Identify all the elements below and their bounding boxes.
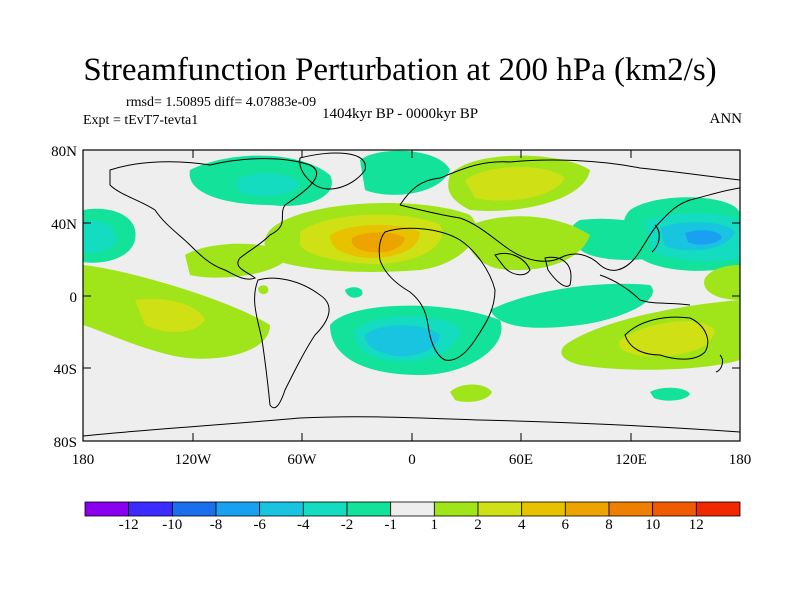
contour-region (83, 220, 117, 253)
colorbar-swatch (564, 501, 610, 517)
y-tick-label: 0 (70, 290, 78, 306)
contour-region (490, 283, 653, 328)
axis-ticks (82, 149, 741, 442)
coastlines (83, 152, 740, 437)
x-tick-label: 180 (729, 452, 752, 468)
colorbar-label: 10 (645, 517, 661, 533)
contour-region (618, 321, 715, 357)
contour-region (135, 298, 205, 332)
period-label: 1404kyr BP - 0000kyr BP (322, 106, 479, 122)
colorbar-swatch (433, 501, 479, 517)
colorbar-swatch (608, 501, 654, 517)
colorbar-label: -6 (253, 517, 266, 533)
contour-region (450, 384, 492, 402)
coastline-antarctica (83, 416, 740, 437)
y-tick-label: 40N (51, 217, 77, 233)
colorbar-swatch (652, 501, 697, 517)
y-tick-label: 80S (54, 435, 77, 451)
contour-region (351, 232, 405, 253)
coastline-africa (378, 227, 496, 361)
contour-region (467, 216, 590, 271)
contour-region (185, 243, 290, 278)
contour-region (650, 387, 690, 401)
colorbar-label: -4 (297, 517, 310, 533)
colorbar-label: 2 (474, 517, 482, 533)
colorbar-label: 1 (430, 517, 439, 533)
contour-region (685, 230, 722, 245)
coastline-new-zealand (715, 354, 724, 373)
colorbar-swatch (477, 501, 523, 517)
contour-region (258, 285, 269, 295)
colorbar-swatch (128, 501, 173, 517)
colorbar-label: 8 (605, 517, 613, 533)
contour-region (465, 167, 565, 201)
colorbar-label: 6 (561, 517, 570, 533)
contour-fields (83, 150, 740, 402)
x-tick-label: 120E (615, 452, 647, 468)
colorbar (84, 501, 741, 517)
colorbar-swatch (346, 501, 392, 517)
contour-region (704, 265, 740, 300)
colorbar-label: 12 (688, 517, 704, 533)
x-tick-label: 120W (175, 452, 213, 468)
colorbar-swatch (302, 501, 348, 517)
coastline-japan (651, 224, 660, 253)
contour-region (235, 172, 300, 196)
colorbar-swatch (215, 501, 261, 517)
colorbar-swatch (695, 501, 741, 517)
y-tick-labels: 80N 40N 0 40S 80S (51, 144, 77, 451)
coastline-greenland (299, 152, 366, 190)
colorbar-swatch (84, 501, 130, 517)
colorbar-label: -10 (162, 517, 183, 533)
plot-title: Streamfunction Perturbation at 200 hPa (… (83, 52, 717, 88)
colorbar-label: -1 (384, 517, 397, 533)
colorbar-label: -2 (340, 517, 354, 533)
map-plot-area (83, 150, 740, 441)
colorbar-label: -8 (209, 517, 223, 533)
colorbar-label: 4 (517, 517, 526, 533)
colorbar-swatch (390, 501, 435, 517)
experiment-label: Expt = tEvT7-tevta1 (83, 113, 199, 128)
colorbar-swatch (259, 501, 304, 517)
contour-region (365, 325, 440, 357)
coastline-eurasia-north (399, 159, 740, 206)
season-label: ANN (709, 111, 743, 127)
contour-region (345, 287, 363, 298)
coastline-south-america (254, 277, 330, 409)
x-tick-label: 0 (408, 452, 416, 468)
coastline-indonesia (599, 274, 691, 306)
coastline-north-america (109, 158, 318, 280)
colorbar-swatch (521, 501, 566, 517)
y-tick-label: 40S (54, 362, 77, 378)
stats-line: rmsd= 1.50895 diff= 4.07883e-09 (126, 95, 317, 110)
x-tick-label: 180 (72, 452, 95, 468)
contour-region (360, 150, 450, 195)
y-tick-label: 80N (51, 144, 77, 160)
x-tick-label: 60E (509, 452, 533, 468)
x-tick-label: 60W (287, 452, 317, 468)
coastline-arabia (494, 253, 531, 276)
coastline-australia (624, 316, 709, 360)
coastline-india (544, 256, 572, 287)
colorbar-label: -12 (118, 517, 139, 533)
x-tick-labels: 180 120W 60W 0 60E 120E 180 (72, 452, 752, 468)
coastline-eurasia-south (399, 187, 740, 271)
colorbar-swatch (171, 501, 217, 517)
